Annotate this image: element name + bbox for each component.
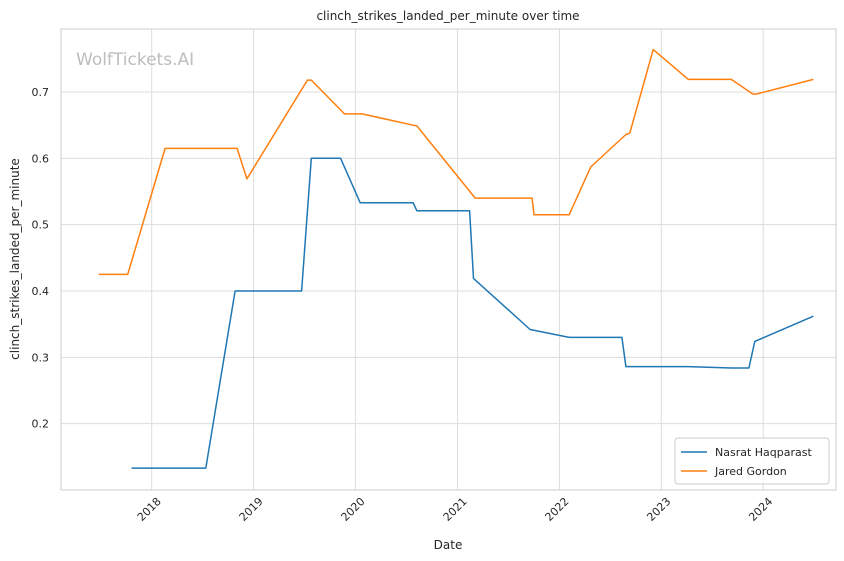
data-point-jared-gordon xyxy=(652,49,654,51)
data-point-nasrat-haqparast xyxy=(205,467,207,469)
watermark: WolfTickets.AI xyxy=(76,50,194,70)
data-point-nasrat-haqparast xyxy=(625,366,627,368)
legend-label-nasrat-haqparast: Nasrat Haqparast xyxy=(715,446,812,459)
data-point-jared-gordon xyxy=(730,78,732,80)
data-point-jared-gordon xyxy=(752,93,754,95)
y-tick-label-0.6: 0.6 xyxy=(32,152,50,165)
data-point-jared-gordon xyxy=(687,78,689,80)
data-point-nasrat-haqparast xyxy=(359,202,361,204)
data-point-jared-gordon xyxy=(412,124,414,126)
data-point-jared-gordon xyxy=(625,134,627,136)
chart-title: clinch_strikes_landed_per_minute over ti… xyxy=(316,9,579,23)
plot-area-frame xyxy=(60,28,837,491)
data-point-jared-gordon xyxy=(533,214,535,216)
data-point-jared-gordon xyxy=(246,178,248,180)
series-layer xyxy=(98,48,814,469)
data-point-jared-gordon xyxy=(474,197,476,199)
y-tick-label-0.5: 0.5 xyxy=(32,219,50,232)
data-point-jared-gordon xyxy=(629,132,631,134)
y-tick-label-0.2: 0.2 xyxy=(32,418,50,431)
data-point-nasrat-haqparast xyxy=(301,290,303,292)
data-point-nasrat-haqparast xyxy=(812,315,814,317)
legend-label-jared-gordon: Jared Gordon xyxy=(714,465,787,478)
data-point-nasrat-haqparast xyxy=(754,340,756,342)
data-point-jared-gordon xyxy=(812,78,814,80)
data-point-jared-gordon xyxy=(236,147,238,149)
data-point-jared-gordon xyxy=(310,79,312,81)
legend-box xyxy=(674,437,830,485)
legend: Nasrat Haqparast Jared Gordon xyxy=(674,437,830,485)
data-point-jared-gordon xyxy=(756,93,758,95)
data-point-jared-gordon xyxy=(306,79,308,81)
data-point-jared-gordon xyxy=(531,197,533,199)
x-axis-label: Date xyxy=(434,538,463,552)
data-point-nasrat-haqparast xyxy=(687,366,689,368)
series-line-jared-gordon xyxy=(98,48,814,276)
y-axis-label: clinch_strikes_landed_per_minute xyxy=(8,158,22,360)
y-tick-label-0.4: 0.4 xyxy=(32,285,50,298)
series-line-nasrat-haqparast xyxy=(131,157,814,469)
data-point-jared-gordon xyxy=(98,273,100,275)
data-point-jared-gordon xyxy=(568,214,570,216)
data-point-nasrat-haqparast xyxy=(748,367,750,369)
data-point-jared-gordon xyxy=(164,147,166,149)
data-point-nasrat-haqparast xyxy=(340,157,342,159)
data-point-jared-gordon xyxy=(416,125,418,127)
data-point-nasrat-haqparast xyxy=(469,210,471,212)
data-point-nasrat-haqparast xyxy=(730,367,732,369)
data-point-nasrat-haqparast xyxy=(234,290,236,292)
grid xyxy=(61,29,836,490)
data-point-nasrat-haqparast xyxy=(310,157,312,159)
y-tick-label-0.7: 0.7 xyxy=(32,86,50,99)
data-point-jared-gordon xyxy=(344,113,346,115)
data-point-jared-gordon xyxy=(590,166,592,168)
data-point-nasrat-haqparast xyxy=(568,336,570,338)
data-point-nasrat-haqparast xyxy=(412,202,414,204)
data-point-nasrat-haqparast xyxy=(529,329,531,331)
data-point-nasrat-haqparast xyxy=(473,277,475,279)
data-point-jared-gordon xyxy=(127,273,129,275)
data-point-nasrat-haqparast xyxy=(621,336,623,338)
data-point-jared-gordon xyxy=(361,113,363,115)
data-point-nasrat-haqparast xyxy=(416,210,418,212)
y-tick-label-0.3: 0.3 xyxy=(32,351,50,364)
data-point-nasrat-haqparast xyxy=(131,467,133,469)
